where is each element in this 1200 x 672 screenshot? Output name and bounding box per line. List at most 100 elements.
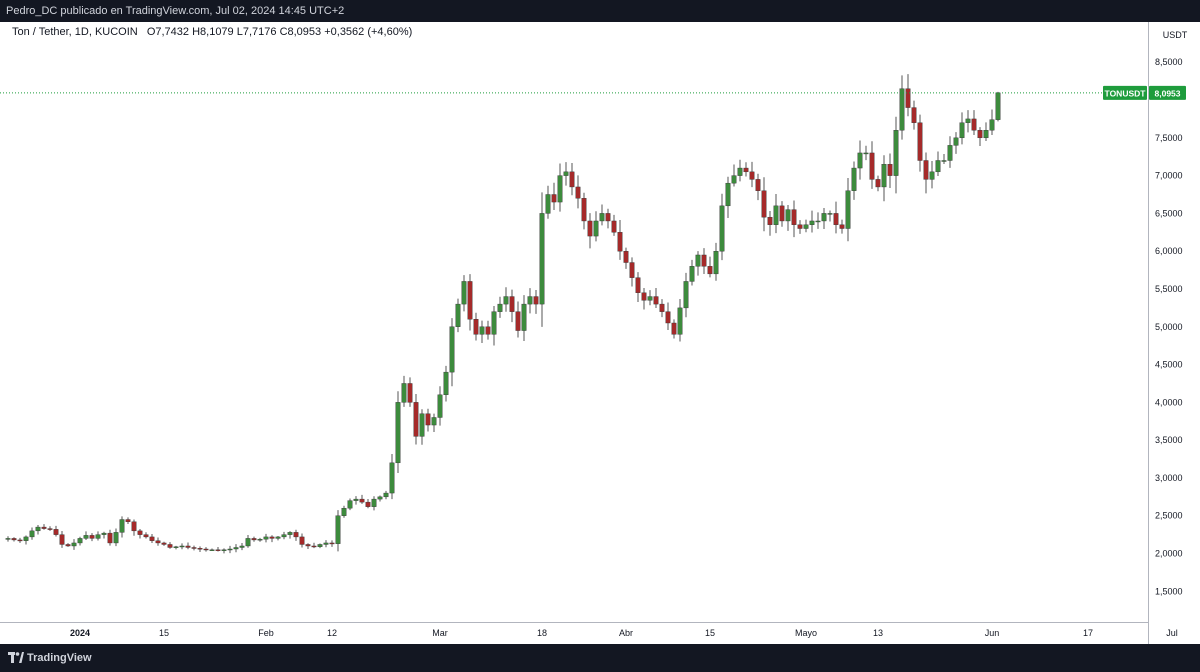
candle-body <box>791 209 797 225</box>
legend-change: +0,3562 (+4,60%) <box>324 26 413 38</box>
candle <box>179 543 185 550</box>
candle <box>131 519 137 536</box>
candle <box>653 287 659 308</box>
time-tick-label: Mar <box>432 628 448 638</box>
candle <box>617 219 623 260</box>
candle-body <box>941 160 947 162</box>
candle-body <box>929 171 935 180</box>
candle <box>155 537 161 546</box>
candle <box>95 531 101 541</box>
candle <box>947 136 953 168</box>
candle-body <box>197 548 203 550</box>
chart-area[interactable]: 1,5000 2,0000 2,5000 3,0000 3,5000 4,0000 4,50… <box>0 22 1200 644</box>
candle-body <box>335 515 341 544</box>
candle-body <box>947 145 953 161</box>
candle-body <box>101 532 107 535</box>
candle <box>113 528 119 547</box>
candle-body <box>239 545 245 548</box>
time-tick-label: 17 <box>1083 628 1093 638</box>
candle <box>521 295 527 342</box>
candle <box>275 536 281 541</box>
time-tick-label: Mayo <box>795 628 817 638</box>
candle <box>707 256 713 278</box>
time-axis[interactable]: 2024 15 Feb 12 Mar 18 Abr 15 Mayo 13 Jun 17 Jul <box>70 628 1178 638</box>
candle <box>437 386 443 426</box>
candle <box>317 543 323 549</box>
candle-body <box>761 190 767 218</box>
candle <box>161 541 167 546</box>
candle <box>503 287 509 312</box>
candle <box>401 375 407 407</box>
candle-body <box>557 175 563 203</box>
candle <box>635 272 641 303</box>
candle-body <box>809 220 815 225</box>
candle <box>977 127 983 146</box>
candle <box>47 526 53 531</box>
candle <box>479 320 485 343</box>
candle <box>251 536 257 542</box>
candle-body <box>995 92 1001 120</box>
candle-body <box>443 371 449 396</box>
candle-body <box>755 179 761 191</box>
candle-body <box>473 319 479 335</box>
candle-body <box>485 326 491 335</box>
candle <box>983 122 989 142</box>
candle <box>713 242 719 281</box>
candle <box>575 175 581 209</box>
candle-body <box>515 311 521 331</box>
candle <box>851 161 857 200</box>
candle-body <box>731 175 737 184</box>
candle-body <box>527 296 533 305</box>
candle-body <box>269 536 275 539</box>
candle-body <box>833 213 839 225</box>
candle-body <box>185 545 191 548</box>
candle-body <box>881 164 887 188</box>
candle <box>845 178 851 242</box>
candle <box>323 540 329 548</box>
candle <box>353 496 359 505</box>
price-tick-label: 3,5000 <box>1155 435 1183 445</box>
candle <box>917 114 923 172</box>
price-chart[interactable]: 1,5000 2,0000 2,5000 3,0000 3,5000 4,0000 4,50… <box>0 22 1200 644</box>
candle-body <box>923 160 929 180</box>
candle-body <box>131 521 137 532</box>
candle-body <box>509 296 515 312</box>
candle <box>221 548 227 554</box>
candle-body <box>461 281 467 305</box>
price-axis[interactable]: 1,5000 2,0000 2,5000 3,0000 3,5000 4,0000 4,50… <box>1155 57 1183 596</box>
candle <box>377 495 383 502</box>
candle-body <box>89 535 95 539</box>
currency-label[interactable]: USDT <box>1162 30 1188 40</box>
price-tick-label: 7,5000 <box>1155 133 1183 143</box>
candle-body <box>743 167 749 173</box>
candle-body <box>533 296 539 305</box>
candle-body <box>671 322 677 335</box>
candle-body <box>329 542 335 545</box>
candle <box>659 299 665 318</box>
price-tick-label: 7,0000 <box>1155 171 1183 181</box>
candle-body <box>821 213 827 222</box>
candle-body <box>959 122 965 139</box>
candle-body <box>737 167 743 176</box>
candle <box>233 544 239 553</box>
candle <box>455 298 461 333</box>
candle <box>893 116 899 194</box>
candle <box>599 204 605 226</box>
price-tick-label: 6,0000 <box>1155 246 1183 256</box>
candle-body <box>887 164 893 176</box>
candle <box>245 535 251 548</box>
time-tick-label: Jul <box>1166 628 1178 638</box>
candle <box>563 162 569 186</box>
candle-body <box>71 542 77 547</box>
candle-body <box>455 303 461 327</box>
candle-body <box>767 216 773 225</box>
candle-body <box>383 492 389 498</box>
candle <box>749 161 755 188</box>
candle-body <box>635 277 641 293</box>
candle-body <box>587 220 593 237</box>
price-tag: TONUSDT 8,0953 <box>1103 85 1186 100</box>
candle-body <box>857 152 863 169</box>
candle <box>683 272 689 318</box>
candle-body <box>299 536 305 545</box>
candle <box>467 274 473 331</box>
